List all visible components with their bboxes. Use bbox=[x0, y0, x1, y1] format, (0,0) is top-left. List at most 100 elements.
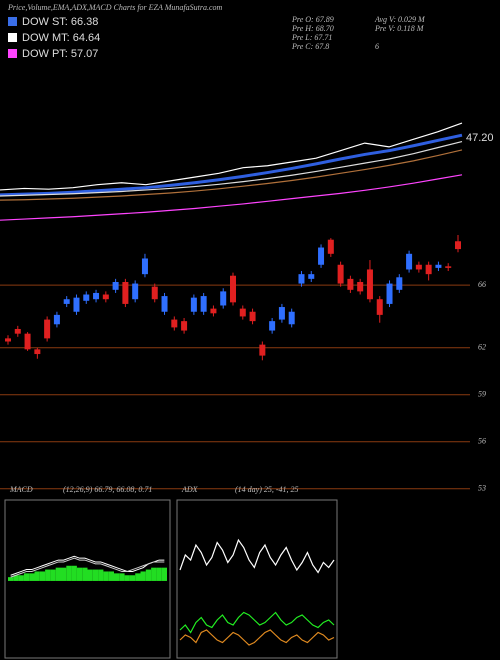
candle-body bbox=[53, 314, 60, 325]
candle-body bbox=[200, 296, 207, 312]
histogram-bar bbox=[23, 573, 30, 581]
candle-body bbox=[171, 319, 178, 328]
histogram-bar bbox=[18, 575, 24, 581]
histogram-bar bbox=[103, 571, 109, 581]
line-series bbox=[0, 122, 463, 191]
candle-body bbox=[151, 286, 158, 300]
histogram-bar bbox=[13, 575, 19, 581]
candle-body bbox=[415, 264, 422, 270]
candle-body bbox=[425, 264, 432, 275]
candle-body bbox=[239, 308, 246, 317]
histogram-bar bbox=[55, 567, 61, 581]
histogram-bar bbox=[129, 575, 136, 581]
candle-body bbox=[14, 328, 21, 334]
line-series bbox=[0, 133, 463, 197]
candle-body bbox=[269, 321, 276, 331]
info-text: Pre O: 67.89 bbox=[291, 15, 334, 24]
histogram-bar bbox=[45, 569, 51, 581]
adx-panel bbox=[176, 499, 338, 659]
histogram-bar bbox=[50, 569, 56, 581]
y-tick-label: 59 bbox=[478, 390, 486, 399]
panel-subtitle: (12,26,9) 66.79, 66.08, 0.71 bbox=[63, 485, 152, 494]
candle-body bbox=[63, 299, 70, 304]
candle-body bbox=[337, 264, 344, 284]
page-title: Price,Volume,EMA,ADX,MACD Charts for EZA… bbox=[7, 3, 223, 12]
candle-body bbox=[347, 278, 354, 290]
y-tick-label: 66 bbox=[478, 280, 486, 289]
info-text: Pre L: 67.71 bbox=[291, 33, 332, 42]
candle-body bbox=[141, 258, 148, 275]
histogram-bar bbox=[124, 575, 130, 581]
candle-body bbox=[73, 297, 80, 312]
histogram-bar bbox=[114, 573, 120, 581]
histogram-bar bbox=[8, 577, 14, 581]
candle-body bbox=[5, 338, 11, 342]
histogram-bar bbox=[156, 567, 162, 581]
info-text: Avg V: 0.029 M bbox=[374, 15, 426, 24]
line-series bbox=[10, 555, 165, 576]
candle-body bbox=[318, 247, 325, 265]
candle-body bbox=[93, 292, 100, 300]
candle-body bbox=[210, 308, 217, 314]
line-series bbox=[0, 141, 463, 197]
histogram-bar bbox=[108, 571, 114, 581]
candle-body bbox=[445, 266, 452, 268]
candle-body bbox=[249, 311, 256, 322]
histogram-bar bbox=[161, 567, 167, 581]
candle-body bbox=[298, 274, 305, 284]
histogram-bar bbox=[119, 573, 125, 581]
line-series bbox=[179, 538, 335, 574]
candle-body bbox=[386, 283, 393, 304]
candle-body bbox=[34, 349, 41, 355]
candle-body bbox=[455, 241, 461, 250]
candle-body bbox=[83, 294, 90, 301]
candle-body bbox=[161, 296, 168, 312]
y-tick-label: 56 bbox=[478, 437, 486, 446]
candle-body bbox=[230, 275, 236, 303]
candle-body bbox=[190, 297, 197, 312]
info-text: Pre H: 68.70 bbox=[291, 24, 334, 33]
candle-body bbox=[406, 253, 413, 270]
legend-swatch bbox=[8, 33, 17, 42]
histogram-bar bbox=[135, 573, 141, 581]
annotation: 47.20 bbox=[466, 132, 494, 144]
line-series bbox=[0, 149, 463, 201]
histogram-bar bbox=[87, 569, 93, 581]
line-series bbox=[179, 629, 335, 646]
candle-body bbox=[288, 311, 295, 325]
candle-body bbox=[24, 333, 31, 350]
panel-title: ADX bbox=[181, 485, 199, 494]
histogram-bar bbox=[29, 573, 35, 581]
candle-body bbox=[132, 283, 139, 300]
histogram-bar bbox=[98, 569, 104, 581]
panel-title: MACD bbox=[9, 485, 33, 494]
line-series bbox=[179, 611, 335, 634]
histogram-bar bbox=[34, 571, 40, 581]
candle-body bbox=[308, 274, 315, 279]
y-tick-label: 62 bbox=[478, 343, 486, 352]
info-text: Pre C: 67.8 bbox=[291, 42, 329, 51]
histogram-bar bbox=[151, 567, 157, 581]
candle-body bbox=[366, 269, 373, 300]
legend-label: DOW PT: 57.07 bbox=[22, 48, 98, 60]
panel-subtitle: (14 day) 25, -41, 25 bbox=[235, 485, 299, 494]
candle-body bbox=[102, 294, 109, 300]
candle-body bbox=[122, 281, 129, 304]
info-text: 6 bbox=[375, 42, 379, 51]
legend-label: DOW ST: 66.38 bbox=[22, 16, 98, 28]
line-series bbox=[0, 174, 463, 221]
candle-body bbox=[396, 277, 403, 290]
candle-body bbox=[376, 299, 383, 315]
y-tick-label: 53 bbox=[478, 484, 486, 493]
candle-body bbox=[259, 344, 266, 356]
candle-body bbox=[435, 264, 442, 268]
histogram-bar bbox=[66, 565, 72, 581]
candle-body bbox=[357, 281, 364, 292]
candle-body bbox=[220, 291, 227, 306]
candle-body bbox=[327, 239, 334, 254]
candle-body bbox=[278, 307, 285, 320]
legend-swatch bbox=[8, 49, 17, 58]
info-text: Pre V: 0.118 M bbox=[374, 24, 425, 33]
histogram-bar bbox=[39, 571, 46, 581]
